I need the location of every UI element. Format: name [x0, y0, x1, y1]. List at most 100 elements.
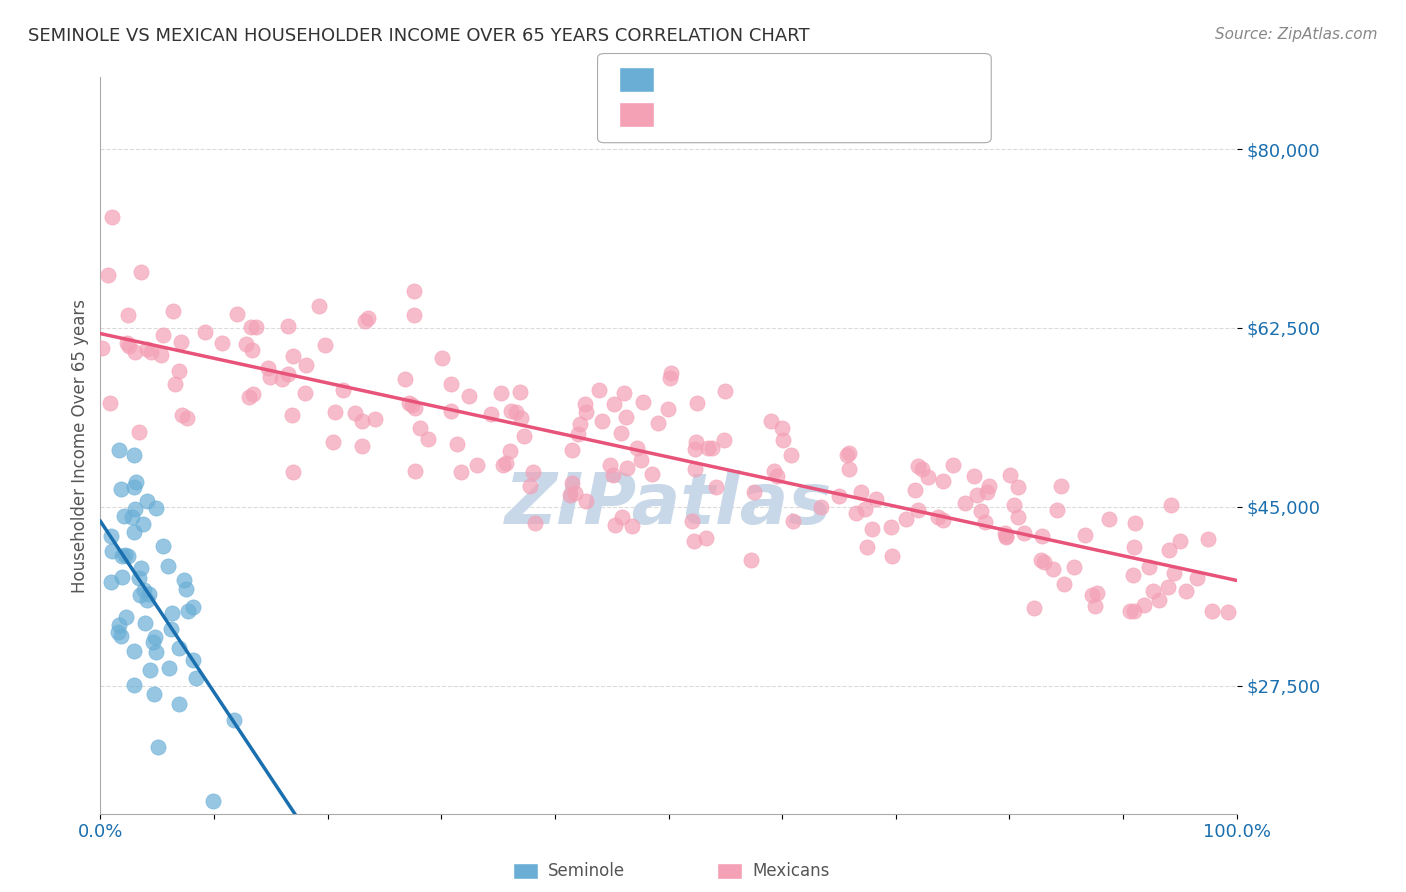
Point [404, 284, 426, 298]
Point [152, 327, 174, 342]
Point [101, 210, 124, 224]
Point [970, 503, 993, 517]
Point [613, 385, 636, 400]
Text: 200: 200 [879, 105, 914, 123]
Point [509, 384, 531, 399]
Point [561, 442, 583, 457]
Point [880, 520, 903, 534]
Point [1085, 586, 1108, 600]
Point [145, 645, 167, 659]
Point [128, 571, 150, 585]
Point [101, 544, 124, 558]
Point [630, 452, 652, 467]
Point [1201, 604, 1223, 618]
Point [110, 629, 132, 643]
Point [1137, 560, 1160, 574]
Point [1042, 562, 1064, 576]
Point [364, 412, 387, 426]
Point [314, 338, 336, 352]
Point [770, 420, 793, 434]
Point [141, 345, 163, 359]
Point [979, 479, 1001, 493]
Point [224, 713, 246, 727]
Point [620, 518, 643, 533]
Text: -0.457: -0.457 [724, 70, 783, 88]
Point [558, 488, 581, 502]
Point [122, 678, 145, 692]
Point [107, 618, 129, 632]
Point [173, 573, 195, 587]
Point [495, 456, 517, 470]
Point [1147, 593, 1170, 607]
Point [681, 514, 703, 528]
Point [994, 526, 1017, 541]
Text: N =: N = [823, 70, 859, 88]
Point [294, 386, 316, 401]
Point [1159, 542, 1181, 557]
Point [1073, 528, 1095, 542]
Point [401, 398, 423, 412]
Point [114, 548, 136, 562]
Point [976, 484, 998, 499]
Text: N =: N = [823, 105, 859, 123]
Point [932, 513, 955, 527]
Point [356, 311, 378, 326]
Text: ZIPatlas: ZIPatlas [505, 470, 832, 539]
Point [152, 539, 174, 553]
Point [211, 335, 233, 350]
Point [242, 387, 264, 401]
Point [994, 528, 1017, 542]
Point [856, 541, 879, 555]
Point [322, 434, 344, 449]
Point [492, 458, 515, 472]
Point [125, 475, 148, 490]
Point [295, 358, 318, 372]
Point [838, 462, 860, 476]
Point [860, 522, 883, 536]
Text: SEMINOLE VS MEXICAN HOUSEHOLDER INCOME OVER 65 YEARS CORRELATION CHART: SEMINOLE VS MEXICAN HOUSEHOLDER INCOME O… [28, 27, 810, 45]
Point [491, 386, 513, 401]
Point [1084, 599, 1107, 613]
Point [626, 441, 648, 455]
Point [117, 308, 139, 322]
Point [966, 488, 988, 502]
Point [131, 560, 153, 574]
Point [588, 383, 610, 397]
Point [780, 448, 803, 462]
Point [156, 559, 179, 574]
Point [343, 406, 366, 420]
Point [135, 342, 157, 356]
Point [170, 334, 193, 349]
Point [1031, 529, 1053, 543]
Point [1002, 498, 1025, 512]
Point [1123, 516, 1146, 530]
Point [160, 622, 183, 636]
Point [1033, 555, 1056, 569]
Point [160, 606, 183, 620]
Point [845, 507, 868, 521]
Point [172, 408, 194, 422]
Point [713, 433, 735, 447]
Point [610, 425, 633, 440]
Point [238, 390, 260, 404]
Point [742, 484, 765, 499]
Point [647, 416, 669, 430]
Point [138, 663, 160, 677]
Point [567, 426, 589, 441]
Point [176, 411, 198, 425]
Point [1122, 604, 1144, 618]
Point [1156, 580, 1178, 594]
Point [479, 407, 502, 421]
Point [465, 458, 488, 472]
Point [762, 464, 785, 478]
Point [1022, 601, 1045, 615]
Point [853, 501, 876, 516]
Point [1218, 605, 1240, 619]
Point [239, 320, 262, 334]
Point [1142, 584, 1164, 599]
Point [591, 414, 613, 428]
Point [575, 494, 598, 508]
Point [281, 466, 304, 480]
Point [561, 475, 583, 490]
Point [963, 468, 986, 483]
